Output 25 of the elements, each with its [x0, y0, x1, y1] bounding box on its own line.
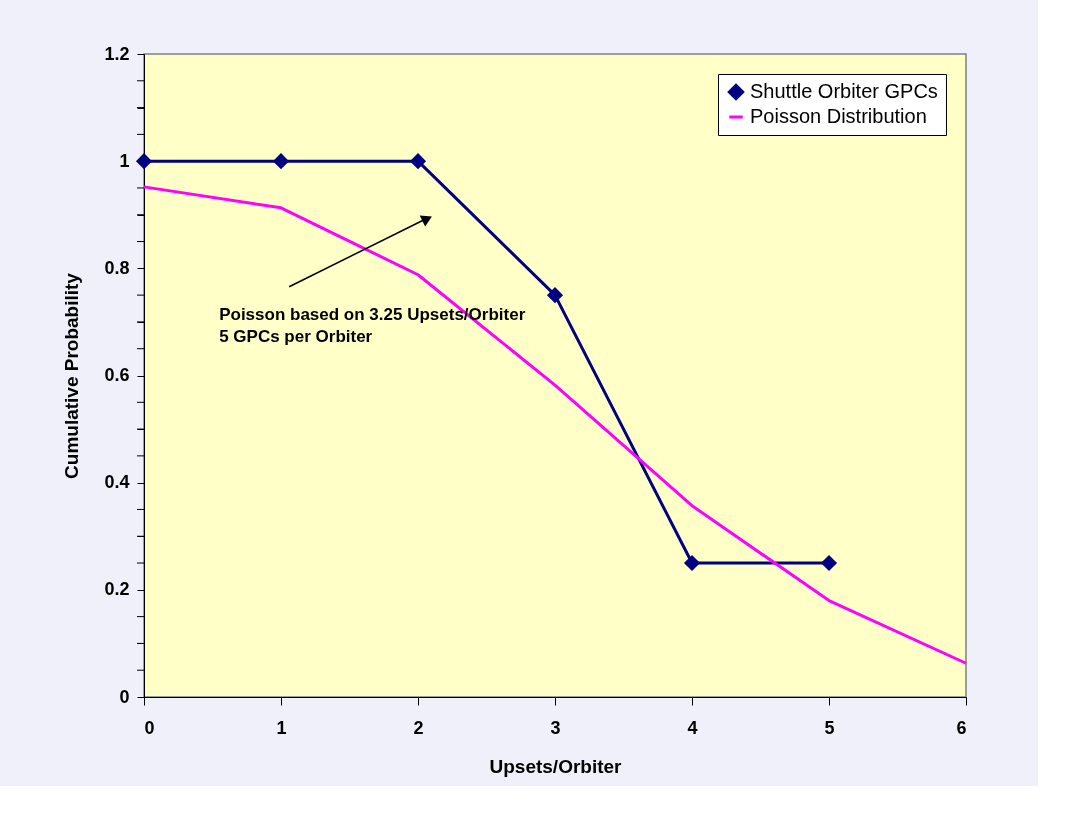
legend-label: Shuttle Orbiter GPCs — [750, 80, 938, 102]
x-axis-title: Upsets/Orbiter — [489, 755, 623, 777]
y-tick-label: 0 — [119, 686, 130, 707]
line-series — [142, 185, 968, 665]
point — [820, 554, 838, 572]
y-tick-label: 0.2 — [104, 579, 130, 600]
x-tick-label: 0 — [144, 717, 155, 738]
point — [272, 153, 290, 170]
point — [409, 153, 427, 170]
y-tick-label: 0.4 — [104, 472, 130, 493]
x-tick-label: 6 — [956, 717, 967, 738]
x-tick-label: 3 — [550, 717, 561, 738]
point — [683, 554, 701, 572]
y-axis-title: Cumulative Probability — [61, 272, 83, 479]
x-tick-label: 4 — [687, 717, 698, 738]
y-tick-label: 0.8 — [104, 257, 130, 278]
legend-label: Poisson Distribution — [750, 105, 927, 127]
y-tick-label: 0.6 — [104, 365, 130, 385]
y-tick-label: 1 — [119, 150, 130, 171]
point — [135, 153, 153, 170]
x-tick-label: 2 — [413, 717, 424, 738]
x-tick-label: 1 — [276, 717, 287, 738]
x-tick-label: 5 — [824, 717, 835, 738]
y-tick-label: 1.2 — [104, 43, 130, 64]
point — [546, 287, 564, 304]
